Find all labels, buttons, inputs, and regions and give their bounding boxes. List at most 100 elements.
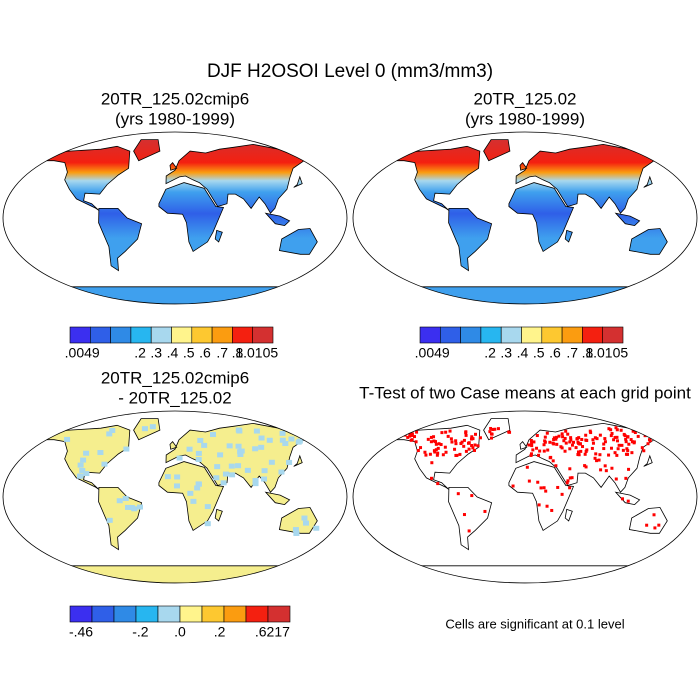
signif-cell [470,435,474,439]
colorbar-label: -.2 [132,624,149,640]
signif-cell [449,437,453,441]
colorbar-box [480,326,502,344]
diff-cell [252,446,259,452]
map-body [390,418,670,583]
diff-cell [213,475,220,481]
diff-cell [210,432,217,438]
diff-cell [194,485,201,491]
colorbar-label: .2 [484,345,496,361]
signif-cell [621,497,625,501]
signif-cell [630,440,634,444]
signif-cell [615,435,619,439]
signif-cell [594,452,598,456]
signif-cell [436,482,440,486]
signif-cell [439,443,443,447]
signif-cell [551,441,555,445]
signif-cell [429,440,433,444]
signif-cell [454,439,458,443]
signif-cell [624,437,628,441]
signif-cell [652,513,656,517]
colorbar-box [135,605,159,623]
signif-cell [612,438,616,442]
diff-cell [222,471,229,477]
signif-cell [456,492,460,496]
diff-cell [295,439,302,445]
signif-cell [615,428,619,432]
signif-cell [426,437,430,441]
signif-cell [508,430,512,434]
signif-cell [636,434,640,438]
signif-cell [572,440,576,444]
signif-cell [620,443,624,447]
signif-cell [632,440,636,444]
signif-cell [578,442,582,446]
diff-cell [279,430,286,436]
colorbar-box [223,605,247,623]
land [390,139,670,304]
signif-cell [414,440,418,444]
signif-cell [470,494,474,498]
colorbar-box [91,605,115,623]
signif-cell [444,450,448,454]
signif-cell [436,451,440,455]
map-body [40,418,320,583]
signif-cell [581,445,585,449]
colorbar-label: .5 [183,345,195,361]
map-frame [352,410,698,584]
map-panel: 20TR_125.02cmip6(yrs 1980-1999) .0049 .2.3… [2,89,348,361]
signif-cell [561,435,565,439]
diff-cell [176,455,183,461]
signif-cell [555,442,559,446]
signif-cell [535,446,539,450]
colorbar-label: .4 [167,345,179,361]
diff-cell [261,468,268,474]
signif-cell [554,437,558,441]
colorbar-label: .0049 [65,345,100,361]
signif-cell [576,450,580,454]
signif-cell [584,433,588,437]
colorbar-box [561,326,583,344]
land [40,139,320,304]
signif-cell [464,449,468,453]
signif-cell [473,443,477,447]
panel-title: 20TR_125.02cmip6 [101,89,249,108]
colorbar-label: -.46 [69,624,93,640]
diff-cell [282,441,289,447]
colorbar-label: .3 [150,345,162,361]
signif-cell [467,529,471,533]
colorbar-label: .0 [174,624,186,640]
colorbar-label: .7 [566,345,578,361]
signif-cell [434,448,438,452]
map-panel: 20TR_125.02cmip6- 20TR_125.02 -.46 -.2 .0 .2… [2,368,348,640]
signif-cell [489,436,493,440]
signif-cell [568,447,572,451]
signif-cell [609,434,613,438]
diff-cell [195,456,202,462]
signif-cell [614,477,618,481]
diff-cell [137,504,144,510]
signif-cell [615,439,619,443]
signif-cell [565,481,569,485]
signif-cell [532,440,536,444]
diff-cell [226,443,233,449]
signif-cell [467,447,471,451]
colorbar-label: .3 [500,345,512,361]
signif-cell [530,441,534,445]
signif-cell [424,453,428,457]
signif-cell [474,432,478,436]
signif-cell [419,446,423,450]
diff-cell [190,498,197,504]
signif-cell [568,486,572,490]
signif-cell [462,438,466,442]
colorbar-box [110,326,132,344]
signif-cell [478,436,482,440]
diff-cell [164,474,171,480]
signif-cell [604,469,608,473]
signif-cell [597,458,601,462]
signif-cell [476,444,480,448]
diff-cell [174,474,181,480]
diff-cell [292,527,299,533]
diff-cell [258,444,265,450]
signif-cell [437,442,441,446]
signif-cell [408,432,412,436]
